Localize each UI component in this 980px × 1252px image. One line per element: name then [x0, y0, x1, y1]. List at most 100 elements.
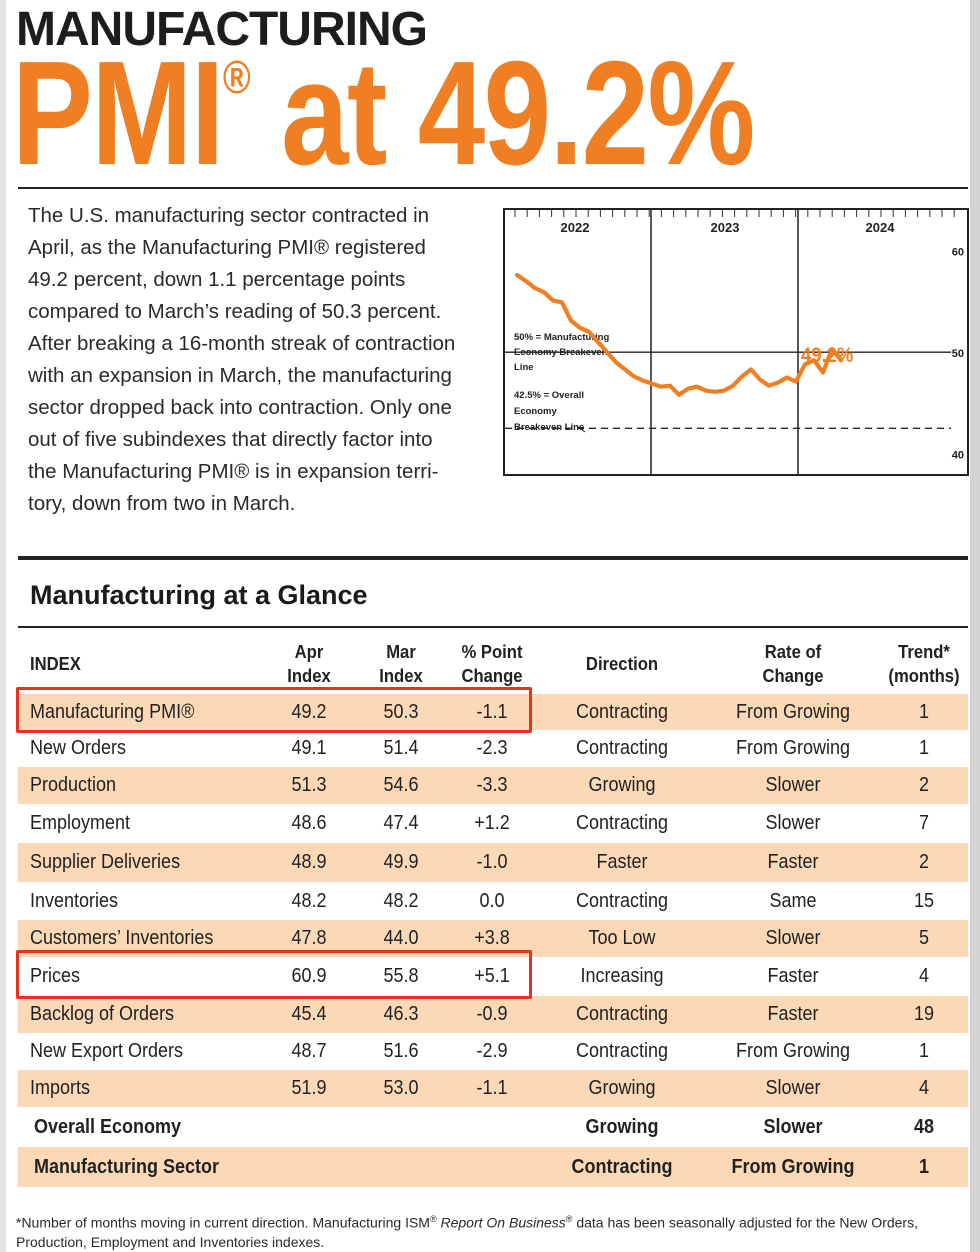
- highlight-box: [16, 687, 532, 733]
- cell-apr: 60.9: [291, 965, 327, 987]
- cell-mar: 49.9: [383, 851, 419, 873]
- intro-line: with an expansion in March, the manufact…: [28, 364, 452, 387]
- cell-index: Backlog of Orders: [30, 1003, 175, 1025]
- cell-trend: 1: [918, 1156, 930, 1178]
- intro-line: compared to March’s reading of 50.3 perc…: [28, 300, 442, 323]
- kicker-title: MANUFACTURING: [16, 3, 428, 56]
- cell-index: Prices: [30, 965, 81, 987]
- cell-index: New Orders: [30, 737, 127, 759]
- intro-line: the Manufacturing PMI® is in expansion t…: [28, 460, 439, 483]
- table-header: INDEX Apr Index Mar Index % Point Change Di…: [18, 626, 968, 694]
- chart-canvas: 2022 2023 2024 40 50 60 50% = Manufacturing Eco…: [505, 210, 964, 474]
- cell-index: Inventories: [30, 890, 119, 912]
- header-index: INDEX: [30, 653, 81, 674]
- cell-mar: 46.3: [383, 1003, 419, 1025]
- cell-trend: 4: [918, 965, 930, 987]
- cell-trend: 19: [913, 1003, 935, 1025]
- header-change: % Point Change: [461, 641, 523, 686]
- intro-line: 49.2 percent, down 1.1 percentage points: [28, 268, 406, 291]
- header-apr: Apr Index: [287, 641, 331, 686]
- cell-rate: Slower: [765, 1077, 821, 1099]
- intro-line: After breaking a 16-month streak of cont…: [28, 332, 456, 355]
- table-body: Manufacturing PMI® 49.2 50.3 -1.1 Contractin…: [18, 694, 968, 1187]
- cell-change: +5.1: [474, 965, 510, 987]
- cell-trend: 7: [918, 812, 930, 834]
- table-row: Prices 60.9 55.8 +5.1 Increasing Faster 4: [18, 957, 968, 996]
- cell-mar: 55.8: [383, 965, 419, 987]
- pmi-trend-chart: 2022 2023 2024 40 50 60 50% = Manufacturing Eco…: [503, 208, 969, 476]
- year-label: 2022: [561, 220, 590, 235]
- cell-direction: Faster: [596, 851, 648, 873]
- table-row: Backlog of Orders 45.4 46.3 -0.9 Contracting…: [18, 996, 968, 1033]
- table-row: Manufacturing PMI® 49.2 50.3 -1.1 Contractin…: [18, 694, 968, 730]
- table-row: Manufacturing Sector Contracting From Grow…: [18, 1147, 968, 1187]
- latest-value-label: 49.2%: [801, 344, 854, 367]
- cell-change: 0.0: [479, 890, 505, 912]
- cell-apr: 51.3: [291, 774, 327, 796]
- cell-index: Employment: [30, 812, 131, 834]
- cell-direction: Contracting: [571, 1156, 673, 1178]
- footnote-publication: Report On Business: [440, 1214, 566, 1231]
- cell-index: Production: [30, 774, 117, 796]
- cell-mar: 47.4: [383, 812, 419, 834]
- section-divider: [18, 556, 968, 560]
- intro-line: tory, down from two in March.: [28, 492, 296, 515]
- intro-line: The U.S. manufacturing sector contracted…: [28, 204, 430, 227]
- headline: PMI® at 49.2%: [12, 40, 755, 188]
- cell-direction: Growing: [588, 1077, 656, 1099]
- cell-apr: 48.2: [291, 890, 327, 912]
- cell-change: -2.9: [476, 1040, 508, 1062]
- y-tick-label: 60: [952, 247, 964, 259]
- cell-trend: 4: [918, 1077, 930, 1099]
- cell-trend: 1: [918, 1040, 930, 1062]
- intro-line: April, as the Manufacturing PMI® registe…: [28, 236, 426, 259]
- cell-apr: 48.9: [291, 851, 327, 873]
- cell-index: Customers’ Inventories: [30, 927, 214, 949]
- header-trend: Trend* (months): [888, 641, 960, 686]
- cell-rate: From Growing: [735, 701, 851, 723]
- cell-mar: 51.6: [383, 1040, 419, 1062]
- year-label: 2024: [866, 220, 896, 235]
- cell-apr: 51.9: [291, 1077, 327, 1099]
- cell-rate: Slower: [765, 812, 821, 834]
- cell-direction: Contracting: [575, 737, 669, 759]
- top-divider: [18, 187, 968, 189]
- cell-mar: 51.4: [383, 737, 419, 759]
- glance-table: INDEX Apr Index Mar Index % Point Change Di…: [16, 626, 968, 1187]
- cell-change: -0.9: [476, 1003, 508, 1025]
- cell-direction: Contracting: [575, 1040, 669, 1062]
- footnote: *Number of months moving in current dire…: [16, 1214, 918, 1250]
- label-pointer: [576, 425, 586, 433]
- cell-direction: Growing: [585, 1116, 659, 1138]
- overall-breakeven-label: Economy: [514, 406, 557, 417]
- breakeven-label: 50% = Manufacturing: [514, 332, 609, 343]
- cell-change: +3.8: [474, 927, 510, 949]
- intro-line: sector dropped back into contraction. On…: [28, 396, 452, 419]
- table-row: New Orders 49.1 51.4 -2.3 Contracting From Gr…: [18, 730, 968, 767]
- table-row: Imports 51.9 53.0 -1.1 Growing Slower 4: [18, 1070, 968, 1107]
- y-tick-label: 40: [952, 450, 964, 462]
- cell-change: -1.1: [476, 1077, 508, 1099]
- cell-index: New Export Orders: [30, 1040, 184, 1062]
- cell-change: -2.3: [476, 737, 508, 759]
- cell-trend: 48: [913, 1116, 935, 1138]
- cell-trend: 2: [918, 774, 930, 796]
- cell-mar: 44.0: [383, 927, 419, 949]
- cell-rate: Slower: [763, 1116, 823, 1138]
- intro-line: out of five subindexes that directly fac…: [28, 428, 433, 451]
- cell-apr: 45.4: [291, 1003, 327, 1025]
- cell-direction: Contracting: [575, 1003, 669, 1025]
- table-row: Supplier Deliveries 48.9 49.9 -1.0 Faster Fas…: [18, 843, 968, 882]
- highlight-box: [16, 950, 532, 999]
- y-tick-label: 50: [952, 348, 964, 360]
- cell-direction: Increasing: [580, 965, 664, 987]
- cell-rate: Faster: [767, 965, 819, 987]
- pmi-series-line: [514, 272, 844, 397]
- cell-change: -1.0: [476, 851, 508, 873]
- breakeven-label: Economy Breakeven: [514, 347, 608, 358]
- cell-index: Manufacturing Sector: [34, 1156, 220, 1178]
- cell-direction: Contracting: [575, 701, 669, 723]
- headline-rest: at 49.2%: [249, 31, 755, 196]
- overall-breakeven-label: Breakeven Line: [514, 422, 584, 433]
- table-row: Production 51.3 54.6 -3.3 Growing Slower 2: [18, 767, 968, 804]
